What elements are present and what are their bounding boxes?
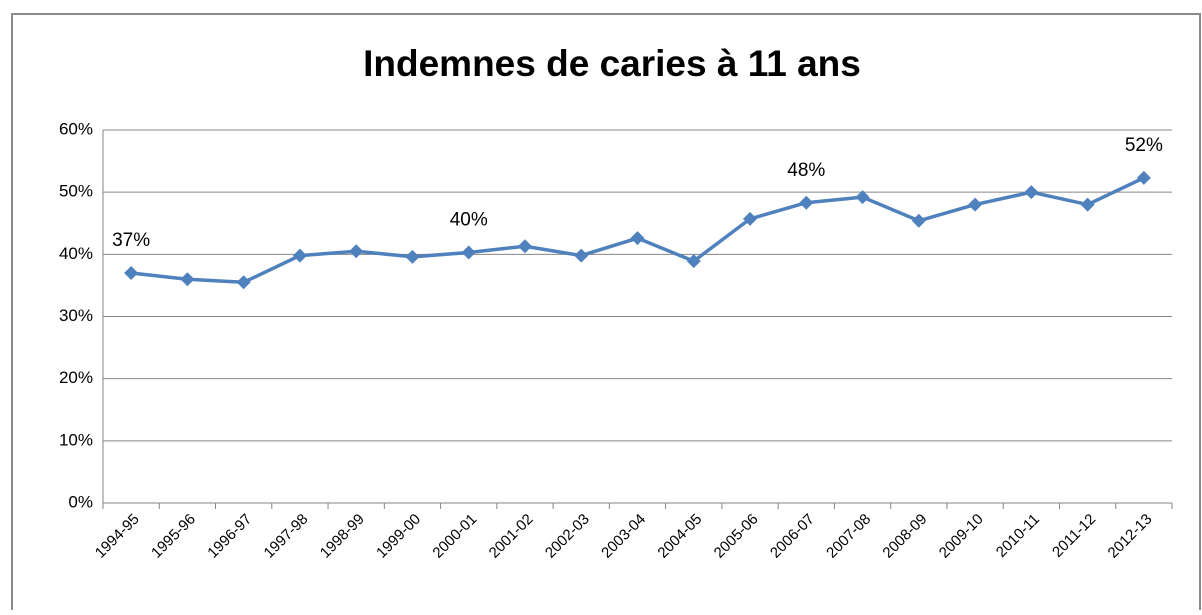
x-tick-label: 2006-07 xyxy=(767,511,818,562)
x-tick-label: 2002-03 xyxy=(542,511,593,562)
x-tick-label: 2004-05 xyxy=(654,511,705,562)
x-tick-label: 2000-01 xyxy=(429,511,480,562)
marker xyxy=(911,213,926,228)
marker xyxy=(630,231,645,246)
data-label: 52% xyxy=(1125,135,1163,156)
y-tick-label: 30% xyxy=(59,306,93,325)
marker xyxy=(124,265,139,280)
x-tick-label: 2001-02 xyxy=(486,511,537,562)
x-tick-label: 2008-09 xyxy=(879,511,930,562)
y-tick-label: 50% xyxy=(59,182,93,201)
marker xyxy=(799,195,814,210)
x-tick-label: 2005-06 xyxy=(711,511,762,562)
y-tick-label: 20% xyxy=(59,368,93,387)
marker xyxy=(517,239,532,254)
marker xyxy=(349,244,364,259)
data-label: 37% xyxy=(112,230,150,251)
marker xyxy=(180,272,195,287)
marker xyxy=(743,211,758,226)
x-tick-label: 2010-11 xyxy=(993,511,1043,561)
marker xyxy=(1024,185,1039,200)
marker xyxy=(574,248,589,263)
y-tick-label: 60% xyxy=(59,119,93,138)
x-tick-label: 2007-08 xyxy=(823,511,874,562)
marker xyxy=(968,197,983,212)
x-tick-label: 1997-98 xyxy=(261,511,312,562)
marker xyxy=(461,245,476,260)
marker xyxy=(1136,170,1151,185)
marker xyxy=(1080,197,1095,212)
x-tick-label: 1998-99 xyxy=(317,511,368,562)
x-tick-label: 1994-95 xyxy=(92,511,143,562)
x-tick-label: 1995-96 xyxy=(148,511,199,562)
y-tick-label: 10% xyxy=(59,430,93,449)
x-tick-label: 2011-12 xyxy=(1049,511,1099,561)
marker xyxy=(855,190,870,205)
chart-title: Indemnes de caries à 11 ans xyxy=(363,43,861,84)
x-tick-label: 2012-13 xyxy=(1105,511,1156,562)
marker xyxy=(236,275,251,290)
x-tick-label: 1999-00 xyxy=(373,511,424,562)
y-tick-label: 40% xyxy=(59,244,93,263)
marker xyxy=(405,249,420,264)
line xyxy=(130,176,1145,285)
marker xyxy=(686,254,701,269)
data-label: 48% xyxy=(787,160,825,181)
marker xyxy=(292,248,307,263)
x-tick-label: 2003-04 xyxy=(598,511,649,562)
x-tick-label: 2009-10 xyxy=(936,511,987,562)
data-label: 40% xyxy=(450,209,488,230)
x-tick-label: 1996-97 xyxy=(204,511,255,562)
y-tick-label: 0% xyxy=(68,492,93,511)
